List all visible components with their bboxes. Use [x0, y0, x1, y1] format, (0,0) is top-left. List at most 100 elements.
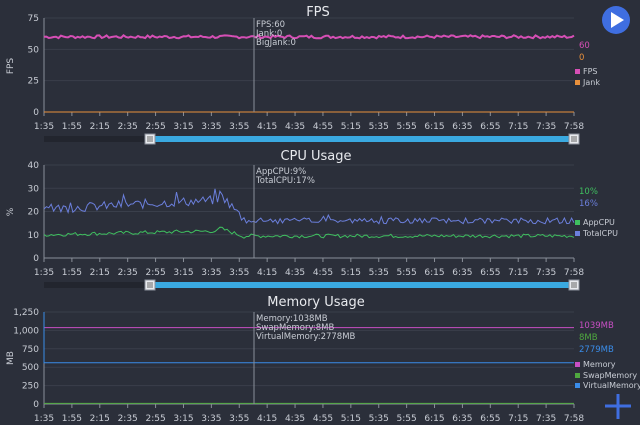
cpu-slider-right-handle[interactable] — [568, 279, 580, 291]
mem-x-tick-label: 4:35 — [285, 414, 305, 424]
fps-legend-swatch — [575, 80, 580, 85]
cpu-x-tick-label: 6:55 — [480, 268, 500, 278]
cpu-series-totalcpu-line — [43, 188, 575, 225]
cpu-x-ticks: 1:35 1:55 2:15 2:35 2:55 3:15 3:35 3:55 4:15 4:35… — [34, 258, 584, 278]
mem-x-tick-label: 3:55 — [229, 414, 249, 424]
mem-y-tick-label: 250 — [22, 382, 39, 392]
cpu-series — [43, 188, 575, 239]
cpu-x-tick-label: 4:55 — [313, 268, 333, 278]
mem-x-tick-label: 4:55 — [313, 414, 333, 424]
mem-series-virtualmemory-line — [43, 312, 574, 364]
fps-slider-range[interactable] — [150, 136, 574, 142]
cpu-slider-range[interactable] — [150, 282, 574, 288]
cpu-x-tick-label: 7:15 — [508, 268, 528, 278]
mem-y-tick-label: 1,250 — [13, 308, 39, 318]
cpu-chart: CPU Usage % 0 10 20 30 40 1:35 1:55 2:15 2:35 2:… — [6, 149, 618, 291]
fps-x-tick-label: 6:15 — [424, 122, 444, 132]
fps-x-tick-label: 5:55 — [397, 122, 417, 132]
cpu-tooltip-line: AppCPU:9% — [256, 167, 306, 177]
fps-legend-swatch — [575, 69, 580, 74]
fps-tooltip-line: BigJank:0 — [256, 38, 296, 48]
fps-y-tick-label: 0 — [33, 108, 39, 118]
mem-x-tick-label: 5:35 — [369, 414, 389, 424]
cpu-legend[interactable]: AppCPU TotalCPU — [575, 218, 618, 238]
cpu-y-tick-label: 40 — [28, 161, 40, 171]
fps-y-tick-label: 75 — [28, 14, 39, 24]
fps-slider-right-handle[interactable] — [568, 133, 580, 145]
cpu-x-tick-label: 4:35 — [285, 268, 305, 278]
fps-x-tick-label: 7:58 — [564, 122, 584, 132]
cpu-current-values: 10%16% — [579, 187, 598, 209]
cpu-x-tick-label: 6:35 — [452, 268, 472, 278]
mem-x-tick-label: 1:55 — [62, 414, 82, 424]
fps-tooltip-line: Jank:0 — [255, 29, 282, 39]
cpu-x-tick-label: 2:15 — [90, 268, 110, 278]
cpu-x-tick-label: 3:15 — [173, 268, 193, 278]
cpu-x-tick-label: 1:35 — [34, 268, 54, 278]
cpu-legend-swatch — [575, 220, 580, 225]
fps-x-tick-label: 6:35 — [452, 122, 472, 132]
mem-y-tick-label: 500 — [22, 363, 39, 373]
fps-y-axis-label: FPS — [6, 58, 16, 75]
cpu-tooltip: AppCPU:9%TotalCPU:17% — [255, 167, 315, 186]
mem-x-tick-label: 5:55 — [397, 414, 417, 424]
mem-x-tick-label: 5:15 — [341, 414, 361, 424]
fps-x-tick-label: 4:55 — [313, 122, 333, 132]
fps-x-tick-label: 5:15 — [341, 122, 361, 132]
fps-legend-item: Jank — [582, 78, 600, 87]
cpu-y-axis-label: % — [6, 207, 16, 216]
cpu-series-appcpu-line — [43, 226, 575, 239]
mem-x-tick-label: 2:15 — [90, 414, 110, 424]
mem-x-tick-label: 7:15 — [508, 414, 528, 424]
cpu-legend-swatch — [575, 231, 580, 236]
fps-series-fps-line — [43, 33, 575, 40]
play-button[interactable] — [602, 6, 630, 34]
fps-y-tick-label: 25 — [28, 77, 39, 87]
mem-y-tick-label: 750 — [22, 345, 39, 355]
cpu-y-tick-label: 20 — [28, 208, 40, 218]
cpu-tooltip-line: TotalCPU:17% — [255, 176, 315, 186]
memory-chart: Memory Usage MB 0 250 500 750 1,000 1,250 1:3… — [6, 295, 640, 424]
fps-legend[interactable]: FPS Jank — [575, 67, 600, 87]
mem-x-tick-label: 3:15 — [173, 414, 193, 424]
fps-chart: FPS FPS 0 25 50 75 1:35 1:55 2:15 2:35 2:55 3:15… — [6, 5, 600, 145]
fps-series — [43, 33, 575, 113]
fps-slider-left-handle[interactable] — [144, 133, 156, 145]
fps-range-slider[interactable] — [44, 133, 580, 145]
fps-current-value: 0 — [579, 53, 584, 63]
cpu-y-tick-label: 30 — [28, 184, 40, 194]
mem-x-tick-label: 6:15 — [424, 414, 444, 424]
cpu-x-tick-label: 3:55 — [229, 268, 249, 278]
mem-x-tick-label: 6:55 — [480, 414, 500, 424]
memory-chart-title: Memory Usage — [267, 295, 365, 310]
memory-x-ticks: 1:35 1:55 2:15 2:35 2:55 3:15 3:35 3:55 4:15 4:35… — [34, 404, 584, 424]
memory-grid — [43, 311, 574, 405]
cpu-current-value: 10% — [579, 187, 598, 197]
memory-y-axis-label: MB — [6, 351, 16, 365]
cpu-x-tick-label: 4:15 — [257, 268, 277, 278]
mem-x-tick-label: 2:35 — [118, 414, 138, 424]
fps-x-tick-label: 1:35 — [34, 122, 54, 132]
cpu-x-tick-label: 3:35 — [201, 268, 221, 278]
fps-x-tick-label: 2:15 — [90, 122, 110, 132]
mem-legend-swatch — [575, 362, 580, 367]
fps-grid — [43, 17, 574, 113]
add-button[interactable] — [604, 392, 632, 420]
memory-tooltip: Memory:1038MBSwapMemory:8MBVirtualMemory… — [256, 314, 356, 342]
cpu-x-tick-label: 7:35 — [536, 268, 556, 278]
mem-legend-swatch — [575, 383, 580, 388]
fps-x-ticks: 1:35 1:55 2:15 2:35 2:55 3:15 3:35 3:55 4:15 4:35… — [34, 112, 584, 132]
cpu-x-tick-label: 1:55 — [62, 268, 82, 278]
cpu-legend-item: TotalCPU — [582, 229, 618, 238]
fps-y-tick-label: 50 — [28, 45, 40, 55]
cpu-slider-left-handle[interactable] — [144, 279, 156, 291]
cpu-y-ticks: 0 10 20 30 40 — [28, 161, 40, 264]
cpu-range-slider[interactable] — [44, 279, 580, 291]
fps-x-tick-label: 4:35 — [285, 122, 305, 132]
cpu-y-tick-label: 10 — [28, 231, 40, 241]
cpu-x-tick-label: 2:35 — [118, 268, 138, 278]
cpu-x-tick-label: 5:35 — [369, 268, 389, 278]
